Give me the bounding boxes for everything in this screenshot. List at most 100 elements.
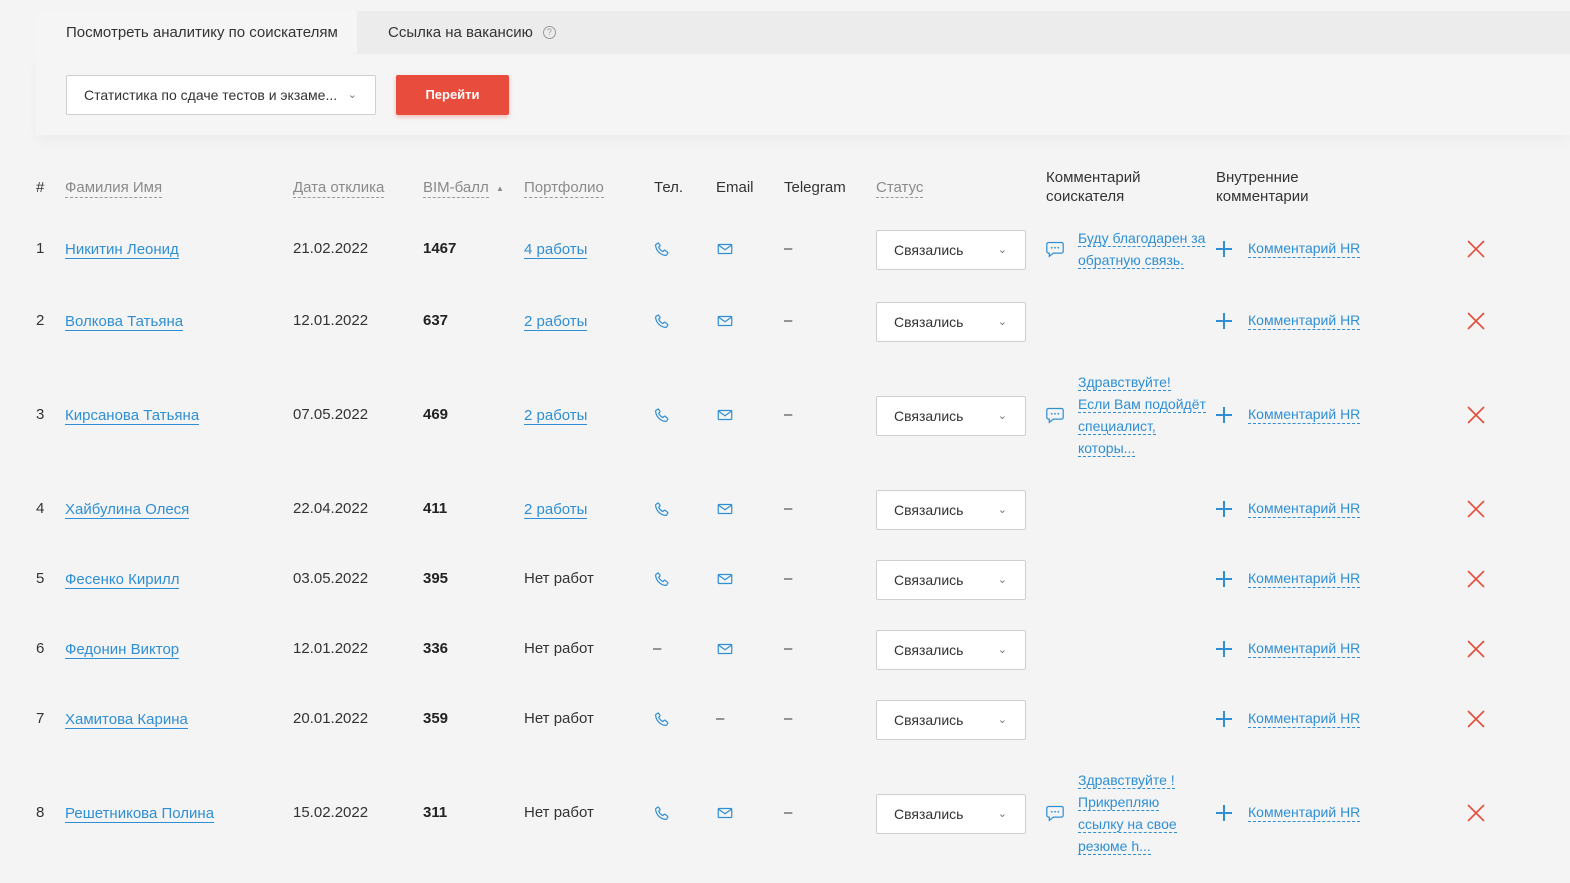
candidate-name-link[interactable]: Хайбулина Олеся bbox=[65, 501, 190, 519]
plus-icon[interactable] bbox=[1215, 710, 1233, 728]
close-icon[interactable] bbox=[1467, 240, 1485, 258]
status-select[interactable]: Связались ⌄ bbox=[876, 396, 1026, 436]
candidate-name-link[interactable]: Фесенко Кирилл bbox=[65, 571, 180, 589]
plus-icon[interactable] bbox=[1215, 240, 1233, 258]
col-candidate-comment-line2: соискателя bbox=[1046, 188, 1125, 205]
hr-comment-link[interactable]: Комментарий HR bbox=[1248, 804, 1361, 822]
status-select[interactable]: Связались ⌄ bbox=[876, 230, 1026, 270]
plus-icon[interactable] bbox=[1215, 500, 1233, 518]
candidate-comment-line: Здравствуйте! bbox=[1078, 374, 1171, 391]
status-select[interactable]: Связались ⌄ bbox=[876, 560, 1026, 600]
close-icon[interactable] bbox=[1467, 500, 1485, 518]
status-select-value: Связались bbox=[894, 314, 964, 330]
help-icon[interactable]: ? bbox=[542, 26, 556, 39]
bim-score: 469 bbox=[423, 406, 449, 423]
plus-icon[interactable] bbox=[1215, 640, 1233, 658]
tabs-background bbox=[357, 11, 1570, 54]
email-icon[interactable] bbox=[716, 804, 734, 822]
tab-vacancy-link[interactable]: Ссылка на вакансию ? bbox=[388, 11, 556, 54]
hr-comment-link[interactable]: Комментарий HR bbox=[1248, 570, 1361, 588]
candidate-comment[interactable]: Здравствуйте! Если Вам подойдёт специалист… bbox=[1078, 371, 1208, 459]
candidate-name-link[interactable]: Кирсанова Татьяна bbox=[65, 407, 200, 425]
candidate-comment[interactable]: Буду благодарен за обратную связь. bbox=[1078, 227, 1208, 271]
status-select[interactable]: Связались ⌄ bbox=[876, 630, 1026, 670]
phone-icon[interactable] bbox=[653, 570, 671, 588]
col-num: # bbox=[36, 179, 45, 196]
row-number: 4 bbox=[36, 500, 45, 517]
report-select[interactable]: Статистика по сдаче тестов и экзаме... ⌄ bbox=[66, 75, 376, 115]
close-icon[interactable] bbox=[1467, 312, 1485, 330]
close-icon[interactable] bbox=[1467, 570, 1485, 588]
phone-empty: – bbox=[653, 640, 662, 657]
hr-comment-link[interactable]: Комментарий HR bbox=[1248, 710, 1361, 728]
go-button[interactable]: Перейти bbox=[396, 75, 509, 115]
sort-up-icon: ▲ bbox=[496, 184, 504, 193]
col-name[interactable]: Фамилия Имя bbox=[65, 179, 163, 198]
plus-icon[interactable] bbox=[1215, 570, 1233, 588]
candidate-name-link[interactable]: Федонин Виктор bbox=[65, 641, 180, 659]
response-date: 07.05.2022 bbox=[293, 406, 369, 423]
candidate-comment[interactable]: Здравствуйте ! Прикрепляю ссылку на свое ре… bbox=[1078, 769, 1208, 857]
status-select[interactable]: Связались ⌄ bbox=[876, 302, 1026, 342]
close-icon[interactable] bbox=[1467, 804, 1485, 822]
bim-score: 637 bbox=[423, 312, 449, 329]
candidate-name-link[interactable]: Решетникова Полина bbox=[65, 805, 215, 823]
plus-icon[interactable] bbox=[1215, 804, 1233, 822]
tab-analytics[interactable]: Посмотреть аналитику по соискателям bbox=[36, 11, 357, 54]
hr-comment-link[interactable]: Комментарий HR bbox=[1248, 240, 1361, 258]
chat-icon bbox=[1045, 406, 1065, 424]
candidate-name-link[interactable]: Хамитова Карина bbox=[65, 711, 188, 729]
plus-icon[interactable] bbox=[1215, 312, 1233, 330]
hr-comment-link[interactable]: Комментарий HR bbox=[1248, 640, 1361, 658]
tab-vacancy-link-label: Ссылка на вакансию bbox=[388, 24, 533, 41]
chevron-down-icon: ⌄ bbox=[347, 89, 357, 101]
email-icon[interactable] bbox=[716, 240, 734, 258]
phone-icon[interactable] bbox=[653, 500, 671, 518]
row-number: 2 bbox=[36, 312, 45, 329]
col-score[interactable]: BIM-балл bbox=[423, 179, 489, 198]
close-icon[interactable] bbox=[1467, 710, 1485, 728]
phone-icon[interactable] bbox=[653, 406, 671, 424]
email-icon[interactable] bbox=[716, 640, 734, 658]
portfolio-link[interactable]: 2 работы bbox=[524, 407, 588, 425]
email-empty: – bbox=[716, 710, 725, 727]
portfolio-link[interactable]: 2 работы bbox=[524, 501, 588, 519]
col-date[interactable]: Дата отклика bbox=[293, 179, 385, 198]
hr-comment-link[interactable]: Комментарий HR bbox=[1248, 500, 1361, 518]
email-icon[interactable] bbox=[716, 500, 734, 518]
chevron-down-icon: ⌄ bbox=[997, 808, 1007, 820]
status-select[interactable]: Связались ⌄ bbox=[876, 794, 1026, 834]
candidate-comment-line: Здравствуйте ! bbox=[1078, 772, 1175, 789]
phone-icon[interactable] bbox=[653, 312, 671, 330]
col-internal-comment-line2: комментарии bbox=[1216, 188, 1309, 205]
response-date: 22.04.2022 bbox=[293, 500, 369, 517]
email-icon[interactable] bbox=[716, 312, 734, 330]
status-select[interactable]: Связались ⌄ bbox=[876, 700, 1026, 740]
report-select-value: Статистика по сдаче тестов и экзаме... bbox=[84, 87, 338, 103]
phone-icon[interactable] bbox=[653, 240, 671, 258]
col-portfolio[interactable]: Портфолио bbox=[524, 179, 604, 198]
email-icon[interactable] bbox=[716, 570, 734, 588]
candidate-name-link[interactable]: Никитин Леонид bbox=[65, 241, 179, 259]
status-select[interactable]: Связались ⌄ bbox=[876, 490, 1026, 530]
telegram-empty: – bbox=[784, 804, 793, 821]
portfolio-link[interactable]: 2 работы bbox=[524, 313, 588, 331]
plus-icon[interactable] bbox=[1215, 406, 1233, 424]
close-icon[interactable] bbox=[1467, 406, 1485, 424]
phone-icon[interactable] bbox=[653, 804, 671, 822]
chat-icon bbox=[1045, 240, 1065, 258]
portfolio-link[interactable]: 4 работы bbox=[524, 241, 588, 259]
status-select-value: Связались bbox=[894, 408, 964, 424]
email-icon[interactable] bbox=[716, 406, 734, 424]
phone-icon[interactable] bbox=[653, 710, 671, 728]
hr-comment-link[interactable]: Комментарий HR bbox=[1248, 312, 1361, 330]
chevron-down-icon: ⌄ bbox=[997, 410, 1007, 422]
telegram-empty: – bbox=[784, 240, 793, 257]
col-status[interactable]: Статус bbox=[876, 179, 924, 198]
candidate-name-link[interactable]: Волкова Татьяна bbox=[65, 313, 184, 331]
close-icon[interactable] bbox=[1467, 640, 1485, 658]
chevron-down-icon: ⌄ bbox=[997, 504, 1007, 516]
chevron-down-icon: ⌄ bbox=[997, 244, 1007, 256]
col-candidate-comment: Комментарий соискателя bbox=[1046, 168, 1140, 206]
hr-comment-link[interactable]: Комментарий HR bbox=[1248, 406, 1361, 424]
